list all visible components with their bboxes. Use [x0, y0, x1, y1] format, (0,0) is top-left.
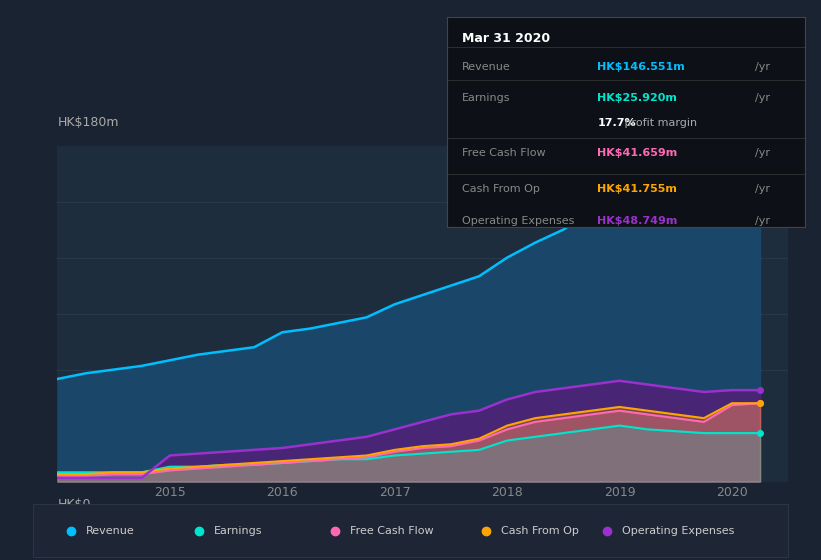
Text: /yr: /yr: [754, 148, 769, 158]
Text: Operating Expenses: Operating Expenses: [461, 216, 574, 226]
Text: HK$146.551m: HK$146.551m: [598, 62, 686, 72]
Text: /yr: /yr: [754, 94, 769, 104]
Text: HK$41.659m: HK$41.659m: [598, 148, 677, 158]
Text: Revenue: Revenue: [85, 526, 135, 535]
Text: HK$180m: HK$180m: [57, 116, 119, 129]
Text: Mar 31 2020: Mar 31 2020: [461, 31, 550, 44]
Text: Cash From Op: Cash From Op: [501, 526, 579, 535]
Text: Free Cash Flow: Free Cash Flow: [461, 148, 545, 158]
Text: /yr: /yr: [754, 184, 769, 194]
Text: HK$25.920m: HK$25.920m: [598, 94, 677, 104]
Text: Operating Expenses: Operating Expenses: [622, 526, 734, 535]
Text: Earnings: Earnings: [461, 94, 510, 104]
Text: HK$0: HK$0: [57, 498, 91, 511]
Text: Earnings: Earnings: [214, 526, 263, 535]
Text: /yr: /yr: [754, 216, 769, 226]
Text: profit margin: profit margin: [621, 118, 697, 128]
Text: HK$48.749m: HK$48.749m: [598, 216, 678, 226]
Text: Revenue: Revenue: [461, 62, 511, 72]
Text: Cash From Op: Cash From Op: [461, 184, 539, 194]
Text: Free Cash Flow: Free Cash Flow: [350, 526, 433, 535]
Text: 17.7%: 17.7%: [598, 118, 636, 128]
Text: /yr: /yr: [754, 62, 769, 72]
Text: HK$41.755m: HK$41.755m: [598, 184, 677, 194]
